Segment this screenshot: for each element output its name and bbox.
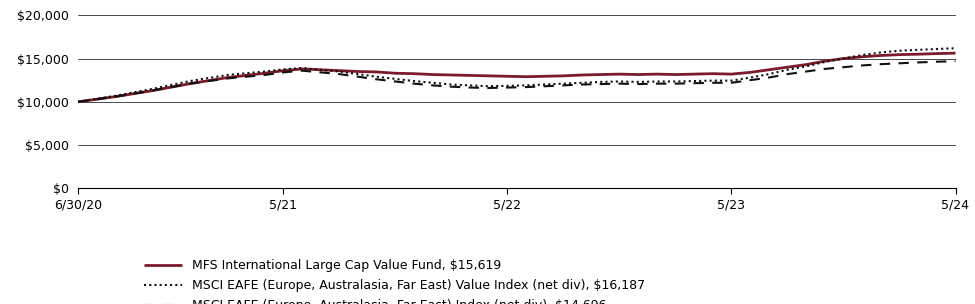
Legend: MFS International Large Cap Value Fund, $15,619, MSCI EAFE (Europe, Australasia,: MFS International Large Cap Value Fund, … bbox=[139, 254, 650, 304]
